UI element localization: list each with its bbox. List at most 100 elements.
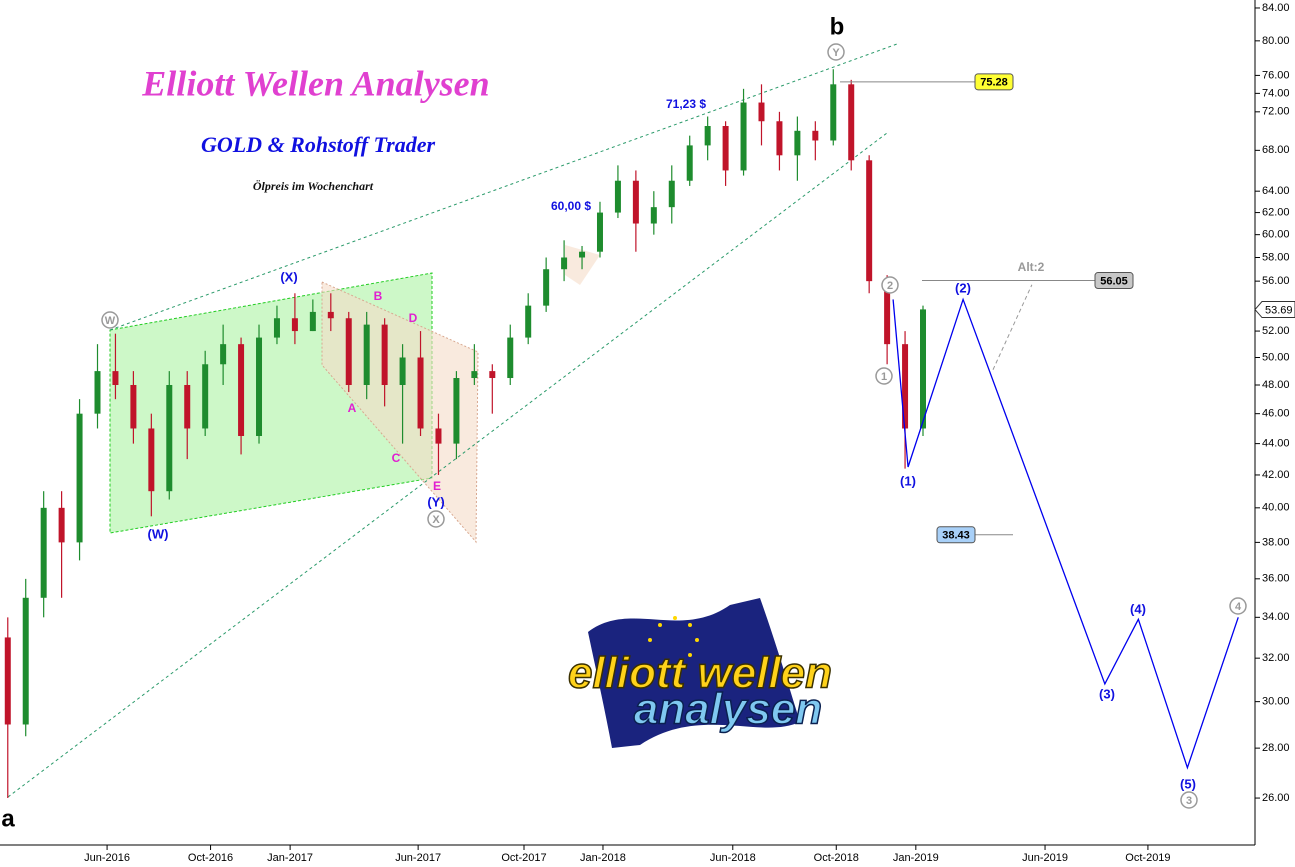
logo-text: analysen bbox=[634, 685, 822, 734]
candle-body bbox=[112, 371, 119, 385]
annotation: 2 bbox=[887, 280, 893, 292]
candle-body bbox=[148, 428, 155, 492]
wave-circle bbox=[1180, 791, 1198, 809]
candle-body bbox=[327, 311, 334, 319]
y-tick-label: 34.00 bbox=[1262, 611, 1290, 623]
candle-body bbox=[794, 130, 801, 156]
candle-body bbox=[561, 257, 568, 270]
annotation: B bbox=[374, 289, 383, 303]
candle-body bbox=[902, 344, 909, 429]
candle-body bbox=[381, 324, 388, 385]
wave-circle bbox=[1229, 597, 1247, 615]
y-tick-label: 80.00 bbox=[1262, 35, 1290, 47]
y-tick-label: 30.00 bbox=[1262, 696, 1290, 708]
y-tick-label: 26.00 bbox=[1262, 792, 1290, 804]
annotation: D bbox=[409, 311, 418, 325]
y-tick-label: 84.00 bbox=[1262, 2, 1290, 14]
annotation: 4 bbox=[1235, 601, 1242, 613]
logo-text: elliott wellen bbox=[568, 649, 832, 698]
annotation: 1 bbox=[881, 371, 887, 383]
annotation: (4) bbox=[1130, 601, 1146, 616]
candle-body bbox=[40, 507, 47, 598]
y-tick-label: 46.00 bbox=[1262, 408, 1290, 420]
candle-body bbox=[668, 180, 675, 208]
x-tick-label: Jun-2018 bbox=[710, 852, 756, 864]
annotation: b bbox=[830, 13, 845, 40]
candle-body bbox=[686, 145, 693, 181]
candle-body bbox=[435, 428, 442, 444]
annotation: W bbox=[105, 315, 116, 327]
wave-circle bbox=[881, 276, 899, 294]
annotation: a bbox=[1, 805, 15, 832]
x-tick-label: Oct-2018 bbox=[814, 852, 859, 864]
candle-body bbox=[76, 413, 83, 543]
annotation: X bbox=[432, 514, 440, 526]
y-tick-label: 64.00 bbox=[1262, 185, 1290, 197]
y-tick-label: 48.00 bbox=[1262, 379, 1290, 391]
trend-line bbox=[109, 43, 898, 331]
y-tick-label: 44.00 bbox=[1262, 438, 1290, 450]
candle-body bbox=[489, 371, 496, 379]
x-tick-label: Jun-2017 bbox=[395, 852, 441, 864]
level-box bbox=[974, 73, 1014, 91]
candle-body bbox=[399, 357, 406, 385]
candle-body bbox=[596, 212, 603, 252]
y-tick-label: 62.00 bbox=[1262, 206, 1290, 218]
y-tick-label: 56.00 bbox=[1262, 275, 1290, 287]
annotation: A bbox=[348, 401, 357, 415]
candle-body bbox=[740, 102, 747, 171]
annotation: 60,00 $ bbox=[551, 199, 591, 213]
wave-circle bbox=[101, 311, 119, 329]
y-tick-label: 72.00 bbox=[1262, 106, 1290, 118]
annotation: C bbox=[392, 451, 401, 465]
y-tick-label: 74.00 bbox=[1262, 87, 1290, 99]
y-tick-label: 58.00 bbox=[1262, 251, 1290, 263]
chart-caption: Ölpreis im Wochenchart bbox=[253, 179, 374, 193]
wave-circle bbox=[427, 510, 445, 528]
x-tick-label: Jan-2018 bbox=[580, 852, 626, 864]
candle-body bbox=[758, 102, 765, 122]
candle-body bbox=[273, 318, 280, 338]
level-box bbox=[1094, 272, 1134, 290]
candle-body bbox=[309, 311, 316, 332]
candle-body bbox=[776, 121, 783, 156]
triangle bbox=[321, 281, 479, 544]
y-tick-label: 68.00 bbox=[1262, 144, 1290, 156]
logo: elliott wellen analysen bbox=[567, 598, 833, 748]
alternative-line bbox=[992, 284, 1033, 370]
level-label: 56.05 bbox=[1100, 275, 1128, 287]
candle-body bbox=[417, 357, 424, 429]
candle-body bbox=[543, 269, 550, 306]
candle-body bbox=[525, 305, 532, 338]
x-tick-label: Jun-2019 bbox=[1022, 852, 1068, 864]
candle-body bbox=[848, 84, 855, 161]
y-tick-label: 28.00 bbox=[1262, 742, 1290, 754]
candle-body bbox=[884, 281, 891, 345]
annotation: (5) bbox=[1180, 776, 1196, 791]
annotation: 71,23 $ bbox=[666, 97, 706, 111]
candle-body bbox=[363, 324, 370, 385]
level-label: 75.28 bbox=[980, 77, 1008, 89]
x-tick-label: Jun-2016 bbox=[84, 852, 130, 864]
x-tick-label: Oct-2017 bbox=[501, 852, 546, 864]
x-tick-label: Oct-2019 bbox=[1125, 852, 1170, 864]
wave-circle bbox=[827, 43, 845, 61]
candle-body bbox=[650, 207, 657, 224]
x-tick-label: Jan-2019 bbox=[893, 852, 939, 864]
y-tick-label: 38.00 bbox=[1262, 536, 1290, 548]
price-label: 53.69 bbox=[1265, 304, 1293, 316]
annotation: 3 bbox=[1186, 795, 1192, 807]
candle-body bbox=[507, 337, 514, 379]
candle-body bbox=[704, 126, 711, 146]
candle-body bbox=[830, 84, 837, 141]
wave-circle bbox=[875, 367, 893, 385]
candle-body bbox=[166, 384, 173, 492]
candle-body bbox=[58, 507, 65, 543]
candle-body bbox=[256, 337, 263, 437]
y-tick-label: 52.00 bbox=[1262, 325, 1290, 337]
candle-body bbox=[579, 251, 586, 258]
level-label: 38.43 bbox=[942, 530, 970, 542]
y-tick-label: 60.00 bbox=[1262, 229, 1290, 241]
candle-body bbox=[632, 180, 639, 224]
annotation: (Y) bbox=[427, 494, 444, 509]
